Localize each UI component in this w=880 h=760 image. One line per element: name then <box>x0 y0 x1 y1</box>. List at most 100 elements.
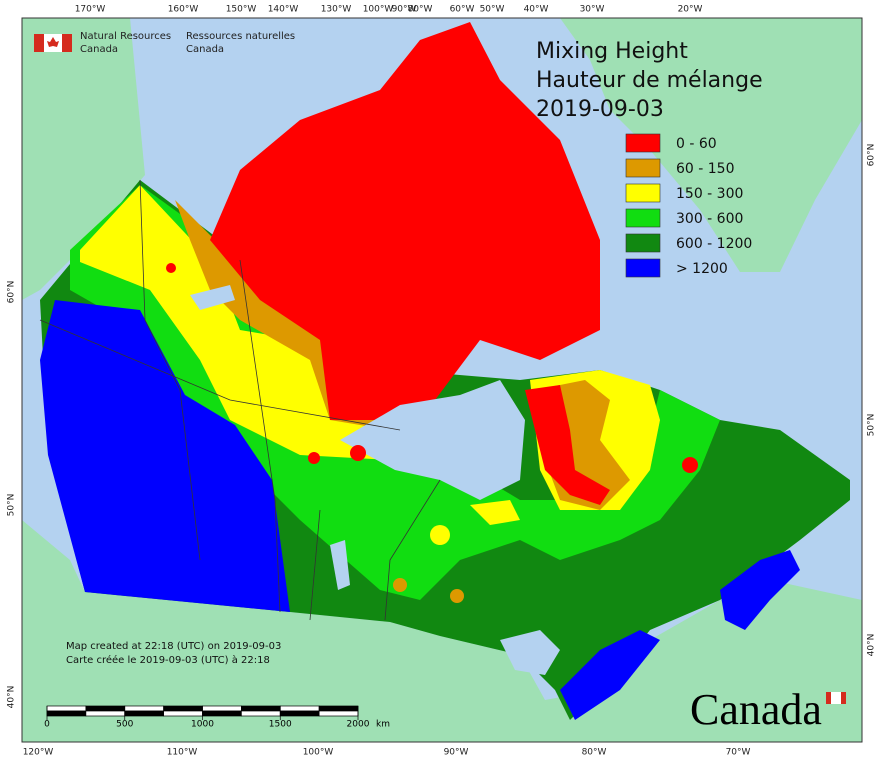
agency-en: Natural Resources <box>80 31 171 42</box>
longitude-label: 130°W <box>321 5 352 15</box>
graticule-labels: 170°W 160°W 150°W 140°W 130°W 100°W90°W80°W 60… <box>7 5 877 758</box>
zone-0-60-spot <box>682 457 698 473</box>
longitude-label: 80°W <box>408 5 433 15</box>
wordmark-text: Canada <box>690 685 822 734</box>
latitude-label: 50°N <box>867 414 877 437</box>
legend-swatch <box>625 258 661 278</box>
longitude-label: 50°W <box>480 5 505 15</box>
scale-label: 1500 <box>269 720 292 730</box>
longitude-label: 60°W <box>450 5 475 15</box>
zone-0-60-spot <box>166 263 176 273</box>
note: Carte créée le 2019-09-03 (UTC) à 22:18 <box>66 654 270 666</box>
zone-0-60-spot <box>350 445 366 461</box>
scale-label: 2000 <box>347 720 370 730</box>
zone-0-60-spot <box>308 452 320 464</box>
zone-0-60-arctic <box>210 22 600 420</box>
hudson-bay <box>340 380 525 500</box>
legend-swatch <box>625 233 661 253</box>
scale-segment <box>163 710 203 717</box>
scale-label: 1000 <box>191 720 214 730</box>
legend-swatch <box>625 158 661 178</box>
zone-60-150-spot <box>393 578 407 592</box>
legend-label: 0 - 60 <box>676 136 717 152</box>
longitude-label: 70°W <box>726 748 751 758</box>
legend-label: 600 - 1200 <box>676 236 752 252</box>
legend: 0 - 60 60 - 150 150 - 300 300 - 600 600 - 12… <box>625 133 752 278</box>
map-frame <box>21 17 863 743</box>
longitude-label: 170°W <box>75 5 106 15</box>
title: 2019-09-03 <box>536 97 664 122</box>
flag-bar <box>62 34 72 52</box>
longitude-label: 100°W <box>303 748 334 758</box>
latitude-label: 60°N <box>867 144 877 167</box>
title: Mixing Height <box>536 39 688 64</box>
zone-150-300-spot <box>430 525 450 545</box>
zone-over-1200-west <box>40 300 290 612</box>
zone-0-60-quebec <box>525 385 610 505</box>
great-lakes <box>500 630 560 675</box>
longitude-label: 20°W <box>678 5 703 15</box>
wordmark: Canada <box>690 685 846 734</box>
agency-signature: Natural Resources Canada Ressources natu… <box>34 31 295 55</box>
longitude-label: 80°W <box>582 748 607 758</box>
scale-segment <box>85 705 126 712</box>
latitude-label: 40°N <box>7 686 17 709</box>
scale-segment <box>279 705 320 712</box>
border <box>309 509 321 621</box>
latitude-label: 50°N <box>7 494 17 517</box>
flag-bar <box>34 34 44 52</box>
border <box>384 479 441 621</box>
longitude-label: 90°W <box>444 748 469 758</box>
border <box>139 179 201 561</box>
scale-segment <box>318 710 359 717</box>
latitude-label: 40°N <box>867 634 877 657</box>
greenland <box>560 18 862 272</box>
lake-winnipeg <box>330 540 350 590</box>
scale-segment <box>46 705 87 712</box>
great-slave-lake <box>190 285 235 310</box>
scale-segment <box>85 710 126 717</box>
scale-unit: km <box>376 720 390 730</box>
wordmark-flag-field <box>831 692 841 704</box>
agency-fr: Canada <box>186 44 224 55</box>
scale-label: 500 <box>116 720 133 730</box>
frame <box>21 17 863 743</box>
borders <box>39 179 441 621</box>
longitude-label: 40°W <box>524 5 549 15</box>
scale-segment <box>124 710 164 717</box>
legend-label: 300 - 600 <box>676 211 743 227</box>
longitude-label: 110°W <box>167 748 198 758</box>
longitude-label: 100°W <box>363 5 394 15</box>
scale-segment <box>279 710 320 717</box>
legend-swatch <box>625 183 661 203</box>
agency-fr: Ressources naturelles <box>186 31 295 42</box>
legend-swatch <box>625 208 661 228</box>
border <box>239 259 281 613</box>
border <box>39 319 401 431</box>
scale-segment <box>241 705 281 712</box>
longitude-label: 120°W <box>23 748 54 758</box>
scale-segment <box>241 710 281 717</box>
united-states <box>22 520 862 742</box>
scale-bar: 0 500 1000 1500 2000 km <box>44 705 390 730</box>
longitude-label: 140°W <box>268 5 299 15</box>
scale-segment <box>46 710 87 717</box>
agency-en: Canada <box>80 44 118 55</box>
zone-150-300-ontario <box>470 500 520 525</box>
alaska <box>22 18 145 300</box>
legend-label: 60 - 150 <box>676 161 735 177</box>
legend-label: > 1200 <box>676 261 728 277</box>
zone-over-1200-east <box>560 630 660 720</box>
scale-segment <box>163 705 203 712</box>
title: Hauteur de mélange <box>536 68 763 93</box>
zone-over-1200-maritimes <box>720 550 800 630</box>
longitude-label: 150°W <box>226 5 257 15</box>
latitude-label: 60°N <box>7 281 17 304</box>
note: Map created at 22:18 (UTC) on 2019-09-03 <box>66 641 281 652</box>
longitude-label: 30°W <box>580 5 605 15</box>
scale-label: 0 <box>44 720 50 730</box>
scale-segment <box>318 705 359 712</box>
scale-segment <box>202 710 242 717</box>
zone-60-150-spot <box>450 589 464 603</box>
